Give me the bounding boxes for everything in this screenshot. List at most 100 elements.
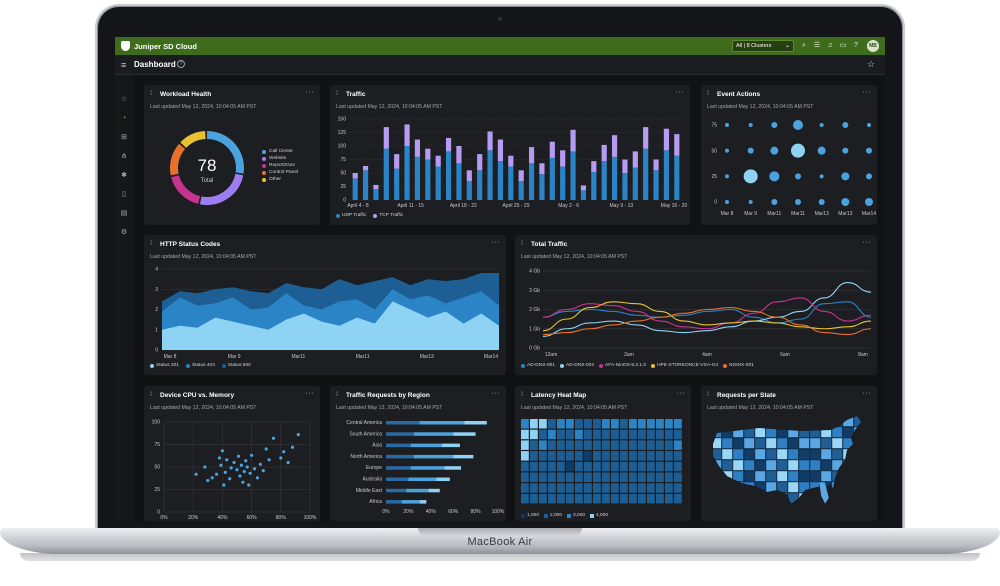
heat-cell (674, 419, 682, 429)
last-updated: Last updated May 12, 2024, 10:04:05 AM P… (707, 104, 814, 110)
y-tick-label: 4 Gb (529, 269, 540, 275)
state-shape (787, 470, 799, 482)
bar-udp (643, 148, 649, 200)
drag-handle-icon[interactable]: ⁞⁞ (707, 91, 709, 97)
heat-cell (602, 483, 610, 493)
heat-cell (575, 461, 583, 472)
heat-cell (530, 429, 538, 440)
scatter-point (286, 460, 290, 465)
network-icon[interactable]: ⊞ (121, 134, 127, 141)
legend-404: Status 404 (185, 363, 215, 368)
more-options-icon[interactable]: ··· (305, 89, 314, 96)
state-shape (765, 459, 777, 471)
region-bar-segment (410, 443, 442, 448)
legend-500: Status 500 (221, 363, 251, 368)
avatar[interactable]: MB (867, 40, 879, 52)
snowflake-icon[interactable]: ✱ (121, 172, 127, 179)
event-bubble (725, 148, 729, 153)
state-shape (743, 448, 755, 460)
heat-cell (638, 429, 646, 440)
donut-legend: Call Center Website Report2Gov Control Pane… (262, 148, 298, 183)
list-icon[interactable]: ☰ (813, 42, 821, 49)
more-options-icon[interactable]: ··· (675, 89, 684, 96)
drag-handle-icon[interactable]: ⁞⁞ (336, 392, 338, 398)
cluster-select[interactable]: All | 8 Clusters ⌄ (732, 40, 794, 52)
scatter-point (290, 445, 295, 449)
drag-handle-icon[interactable]: ⁞⁞ (150, 241, 152, 247)
drag-handle-icon[interactable]: ⁞⁞ (150, 91, 152, 97)
state-shape (765, 492, 777, 504)
last-updated: Last updated May 12, 2024, 10:04:05 AM P… (150, 405, 257, 411)
heat-cell (647, 419, 655, 429)
state-shape (721, 481, 733, 493)
more-options-icon[interactable]: ··· (305, 390, 314, 397)
bar-tcp (383, 127, 389, 149)
heat-cell (629, 429, 637, 440)
state-shape (787, 416, 799, 427)
state-shape (842, 448, 854, 460)
region-bar-segment (406, 488, 429, 493)
search-icon[interactable]: ⌕ (802, 42, 806, 49)
bar-udp (487, 150, 493, 200)
scatter-point (255, 476, 260, 480)
donut-slice (206, 131, 244, 174)
scatter-point (203, 465, 207, 469)
heat-cell (656, 461, 664, 472)
x-tick-label: 0% (160, 515, 168, 521)
bar-tcp (539, 163, 545, 175)
more-options-icon[interactable]: ··· (862, 239, 871, 246)
bar-udp (425, 159, 431, 200)
more-options-icon[interactable]: ··· (491, 390, 500, 397)
filter-icon[interactable]: ⋔ (121, 153, 127, 160)
bell-icon[interactable]: ♫ (827, 42, 833, 49)
more-options-icon[interactable]: ··· (862, 89, 871, 96)
favorite-star-icon[interactable]: ☆ (866, 59, 875, 69)
gauge-icon[interactable]: ◔ (121, 115, 127, 122)
document-icon[interactable]: ▤ (120, 210, 128, 217)
region-bar-segment (436, 477, 450, 481)
drag-handle-icon[interactable]: ⁞⁞ (521, 392, 523, 398)
more-options-icon[interactable]: ··· (676, 390, 685, 397)
legend-1000: 1,000 (521, 513, 539, 518)
state-shape (820, 426, 832, 438)
region-bar-segment (464, 421, 487, 425)
bar-udp (352, 178, 358, 200)
us-states-map (712, 415, 862, 505)
state-shape (721, 459, 733, 471)
heat-cell (557, 429, 565, 440)
drag-handle-icon[interactable]: ⁞⁞ (336, 91, 338, 97)
device-icon[interactable]: ▯ (122, 191, 126, 198)
settings-icon[interactable]: ⚙ (120, 229, 128, 236)
heat-cell (656, 429, 664, 440)
event-bubble-chart: 0 25 50 75 Mar 8 Mar 9 Mar11 Mar11 Mar13 Mar13 Mar… (711, 120, 876, 217)
event-bubble (865, 198, 873, 206)
region-bar-segment (442, 443, 460, 448)
heat-cell (656, 493, 664, 504)
region-bar-segment (386, 500, 402, 504)
help-circle-icon[interactable]: ? (854, 42, 858, 49)
chat-icon[interactable]: ▭ (839, 42, 847, 49)
drag-handle-icon[interactable]: ⁞⁞ (521, 241, 523, 247)
heat-cell (611, 451, 619, 461)
region-bar-segment (386, 477, 409, 481)
heat-cell (665, 493, 673, 504)
event-bubble (842, 147, 849, 154)
scatter-point (232, 460, 236, 465)
state-shape (732, 437, 744, 449)
more-options-icon[interactable]: ··· (862, 390, 871, 397)
drag-handle-icon[interactable]: ⁞⁞ (707, 392, 709, 398)
help-icon[interactable]: ? (177, 60, 185, 68)
last-updated: Last updated May 12, 2024, 10:04:05 AM P… (336, 405, 443, 411)
x-tick-label: May 16 - 20 (661, 203, 688, 209)
hamburger-menu-icon[interactable]: ≡ (121, 60, 127, 70)
state-shape (713, 437, 722, 449)
x-tick-label: 100% (492, 509, 505, 515)
state-shape (732, 459, 744, 471)
drag-handle-icon[interactable]: ⁞⁞ (150, 392, 152, 398)
state-shape (721, 437, 733, 449)
bar-tcp (487, 131, 493, 151)
star-icon[interactable]: ☆ (120, 96, 128, 103)
more-options-icon[interactable]: ··· (491, 239, 500, 246)
scatter-point (235, 468, 239, 472)
region-bar-segment (428, 488, 440, 493)
